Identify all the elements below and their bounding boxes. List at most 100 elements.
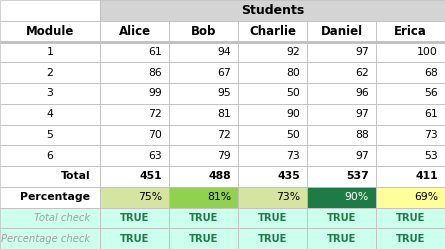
Text: TRUE: TRUE bbox=[120, 234, 149, 244]
Text: 4: 4 bbox=[47, 109, 53, 119]
Bar bbox=[238, 145, 307, 166]
Text: TRUE: TRUE bbox=[396, 234, 425, 244]
Text: 99: 99 bbox=[148, 88, 162, 98]
Bar bbox=[100, 187, 169, 207]
Text: 50: 50 bbox=[286, 88, 300, 98]
Text: 72: 72 bbox=[148, 109, 162, 119]
Bar bbox=[100, 42, 169, 62]
Text: 100: 100 bbox=[417, 47, 438, 57]
Text: 75%: 75% bbox=[138, 192, 162, 202]
Bar bbox=[376, 207, 445, 228]
Bar bbox=[307, 104, 376, 124]
Text: Percentage: Percentage bbox=[20, 192, 90, 202]
Text: 79: 79 bbox=[217, 151, 231, 161]
Bar bbox=[169, 145, 238, 166]
Text: 72: 72 bbox=[217, 130, 231, 140]
Text: 96: 96 bbox=[356, 88, 369, 98]
Text: 70: 70 bbox=[148, 130, 162, 140]
Text: Module: Module bbox=[26, 25, 74, 38]
Text: 69%: 69% bbox=[414, 192, 438, 202]
Bar bbox=[169, 21, 238, 42]
Bar bbox=[100, 0, 445, 21]
Text: 53: 53 bbox=[425, 151, 438, 161]
Bar bbox=[376, 187, 445, 207]
Text: 95: 95 bbox=[217, 88, 231, 98]
Text: 451: 451 bbox=[139, 171, 162, 181]
Text: Daniel: Daniel bbox=[320, 25, 363, 38]
Bar bbox=[169, 207, 238, 228]
Bar bbox=[0, 166, 100, 187]
Text: 3: 3 bbox=[47, 88, 53, 98]
Bar bbox=[169, 187, 238, 207]
Text: 97: 97 bbox=[356, 151, 369, 161]
Bar bbox=[0, 228, 100, 249]
Bar bbox=[238, 228, 307, 249]
Text: TRUE: TRUE bbox=[258, 213, 287, 223]
Bar bbox=[100, 166, 169, 187]
Bar bbox=[376, 228, 445, 249]
Bar bbox=[100, 124, 169, 145]
Bar bbox=[376, 83, 445, 104]
Text: 86: 86 bbox=[148, 68, 162, 78]
Bar bbox=[376, 104, 445, 124]
Bar bbox=[238, 104, 307, 124]
Text: Percentage check: Percentage check bbox=[1, 234, 90, 244]
Bar bbox=[307, 228, 376, 249]
Bar bbox=[0, 21, 100, 42]
Bar bbox=[238, 166, 307, 187]
Text: TRUE: TRUE bbox=[396, 213, 425, 223]
Text: Charlie: Charlie bbox=[249, 25, 296, 38]
Bar bbox=[307, 124, 376, 145]
Bar bbox=[100, 104, 169, 124]
Bar bbox=[169, 228, 238, 249]
Text: 63: 63 bbox=[148, 151, 162, 161]
Text: TRUE: TRUE bbox=[327, 213, 356, 223]
Text: 6: 6 bbox=[47, 151, 53, 161]
Bar bbox=[238, 207, 307, 228]
Bar bbox=[307, 207, 376, 228]
Bar bbox=[100, 62, 169, 83]
Bar bbox=[0, 62, 100, 83]
Text: TRUE: TRUE bbox=[120, 213, 149, 223]
Text: 94: 94 bbox=[217, 47, 231, 57]
Bar bbox=[238, 21, 307, 42]
Text: 68: 68 bbox=[425, 68, 438, 78]
Bar bbox=[169, 104, 238, 124]
Text: 61: 61 bbox=[148, 47, 162, 57]
Text: 67: 67 bbox=[217, 68, 231, 78]
Bar bbox=[238, 42, 307, 62]
Bar bbox=[100, 83, 169, 104]
Bar bbox=[376, 145, 445, 166]
Text: 50: 50 bbox=[286, 130, 300, 140]
Bar bbox=[0, 145, 100, 166]
Text: TRUE: TRUE bbox=[258, 234, 287, 244]
Text: 411: 411 bbox=[416, 171, 438, 181]
Text: 92: 92 bbox=[287, 47, 300, 57]
Text: Bob: Bob bbox=[191, 25, 216, 38]
Text: 1: 1 bbox=[47, 47, 53, 57]
Text: 56: 56 bbox=[425, 88, 438, 98]
Text: TRUE: TRUE bbox=[189, 213, 218, 223]
Bar bbox=[307, 166, 376, 187]
Bar bbox=[0, 207, 100, 228]
Text: 81: 81 bbox=[217, 109, 231, 119]
Bar bbox=[376, 166, 445, 187]
Bar bbox=[238, 124, 307, 145]
Bar bbox=[0, 42, 100, 62]
Text: 73%: 73% bbox=[276, 192, 300, 202]
Bar bbox=[307, 21, 376, 42]
Text: 90%: 90% bbox=[345, 192, 369, 202]
Text: Total check: Total check bbox=[34, 213, 90, 223]
Text: 97: 97 bbox=[356, 109, 369, 119]
Text: 435: 435 bbox=[277, 171, 300, 181]
Bar bbox=[169, 83, 238, 104]
Text: 73: 73 bbox=[425, 130, 438, 140]
Text: Erica: Erica bbox=[394, 25, 427, 38]
Text: 80: 80 bbox=[286, 68, 300, 78]
Text: 90: 90 bbox=[286, 109, 300, 119]
Text: TRUE: TRUE bbox=[189, 234, 218, 244]
Bar bbox=[169, 62, 238, 83]
Bar bbox=[0, 124, 100, 145]
Text: 97: 97 bbox=[356, 47, 369, 57]
Bar bbox=[0, 83, 100, 104]
